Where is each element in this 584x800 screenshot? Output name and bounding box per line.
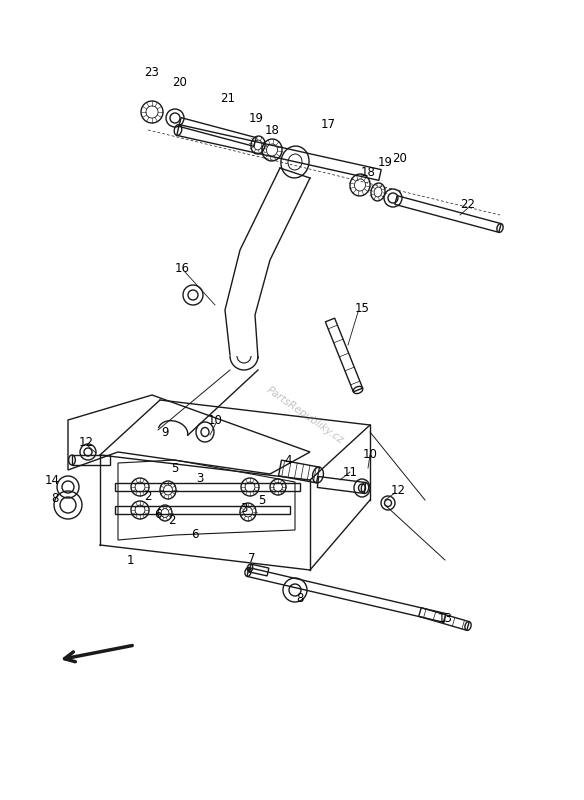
Text: 9: 9 <box>161 426 169 438</box>
Text: 5: 5 <box>258 494 266 506</box>
Text: 16: 16 <box>175 262 189 274</box>
Text: 1: 1 <box>126 554 134 566</box>
Text: 13: 13 <box>437 611 453 625</box>
Text: 12: 12 <box>391 483 405 497</box>
Text: 19: 19 <box>249 111 263 125</box>
Text: 22: 22 <box>461 198 475 211</box>
Bar <box>325 318 363 392</box>
Text: 18: 18 <box>265 123 279 137</box>
Bar <box>179 118 256 146</box>
Bar <box>115 483 300 491</box>
Text: PartsRepubliky.cz: PartsRepubliky.cz <box>265 385 345 446</box>
Text: 10: 10 <box>207 414 223 426</box>
Text: 2: 2 <box>144 490 152 503</box>
Bar <box>317 477 366 494</box>
Text: 20: 20 <box>172 75 187 89</box>
Bar <box>115 506 290 514</box>
Text: 17: 17 <box>321 118 335 131</box>
Text: 3: 3 <box>196 471 204 485</box>
Bar <box>279 460 319 483</box>
Text: 11: 11 <box>342 466 357 478</box>
Text: 14: 14 <box>44 474 60 486</box>
Text: 8: 8 <box>296 591 304 605</box>
Bar <box>395 196 501 232</box>
Bar <box>249 564 269 576</box>
Text: 18: 18 <box>360 166 376 178</box>
Text: 12: 12 <box>78 435 93 449</box>
Bar <box>177 125 381 180</box>
Text: 6: 6 <box>154 509 162 522</box>
Text: 2: 2 <box>168 514 176 526</box>
Bar <box>72 455 110 465</box>
Text: 7: 7 <box>248 551 256 565</box>
Text: 6: 6 <box>191 529 199 542</box>
Bar <box>419 608 470 630</box>
Bar <box>247 568 446 622</box>
Text: 23: 23 <box>145 66 159 78</box>
Text: 8: 8 <box>51 491 58 505</box>
Text: 15: 15 <box>354 302 370 314</box>
Text: 19: 19 <box>377 155 392 169</box>
Text: 3: 3 <box>240 502 248 514</box>
Text: 4: 4 <box>284 454 292 466</box>
Text: 5: 5 <box>171 462 179 474</box>
Text: 20: 20 <box>392 151 408 165</box>
Text: 10: 10 <box>363 449 377 462</box>
Text: 21: 21 <box>221 91 235 105</box>
